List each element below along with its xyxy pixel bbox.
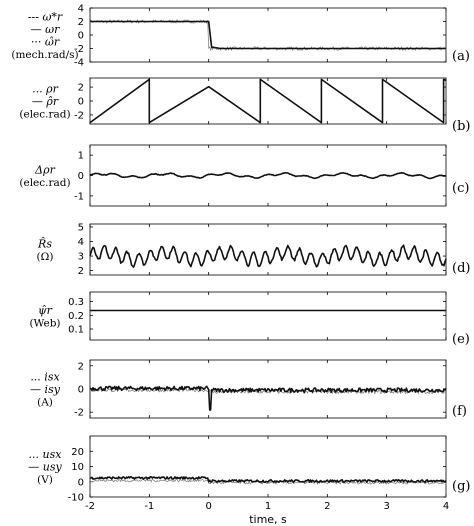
series-line — [89, 171, 447, 180]
axes-box — [89, 7, 447, 63]
panel-d: 5 4 3 2 R̂s(Ω) (d) — [37, 222, 471, 277]
y-tick-label: 4 — [78, 237, 84, 248]
panel-a: 4 2 0 -2 -4 --- ω*r— ωr··· ω̂r(mech.rad/s) (a) — [11, 4, 470, 69]
legend-entry: — ρ̂r — [32, 95, 59, 108]
panel-tag: (g) — [452, 479, 470, 494]
y-tick-label: 2 — [78, 17, 84, 28]
y-tick-label: -10 — [68, 493, 84, 504]
x-tick-label: 2 — [324, 501, 330, 512]
y-tick-label: -1 — [74, 191, 84, 202]
legend-entry: Δρr — [34, 163, 55, 176]
y-tick-label: 0.2 — [68, 311, 84, 322]
y-tick-label: 1 — [78, 151, 84, 162]
unit-label: (mech.rad/s) — [11, 49, 78, 61]
panel-b: 2 0 -2 ... ρr— ρ̂r(elec.rad) (b) — [19, 77, 470, 134]
y-tick-label: 0 — [78, 171, 84, 182]
x-tick-label: 0 — [205, 501, 211, 512]
panel-g: 20 10 0 -10 ... usx— usy(V) (g) — [28, 435, 470, 504]
series-line — [90, 20, 446, 50]
legend-entry: ... usx — [29, 448, 63, 461]
panel-tag: (e) — [452, 332, 470, 347]
panel-tag: (a) — [452, 49, 470, 64]
unit-label: (Ω) — [37, 251, 54, 263]
panel-tag: (f) — [452, 404, 467, 419]
legend-entry: R̂s — [37, 237, 52, 250]
panel-e: 0.3 0.2 0.1 ψ̂r(Web) (e) — [29, 291, 470, 347]
legend-entry: ψ̂r — [38, 304, 53, 317]
y-tick-label: 5 — [78, 222, 84, 233]
legend-entry: ... ρr — [32, 83, 58, 96]
unit-label: (elec.rad) — [19, 109, 70, 121]
x-tick-label: 3 — [383, 501, 389, 512]
y-tick-label: 0 — [78, 31, 84, 42]
series-line — [89, 244, 447, 268]
x-tick-label: -2 — [85, 501, 95, 512]
y-tick-label: 0.3 — [68, 297, 84, 308]
axes-box — [89, 291, 447, 341]
y-tick-label: 0 — [78, 477, 84, 488]
y-tick-label: 2 — [78, 266, 84, 277]
y-tick-label: 4 — [78, 4, 84, 15]
panel-tag: (c) — [452, 181, 469, 196]
series-line — [89, 78, 447, 124]
panel-c: 1 0 -1 Δρr(elec.rad) (c) — [19, 144, 469, 207]
unit-label: (elec.rad) — [19, 177, 70, 189]
panel-f: 2 0 -2 ... isx— isy(A) (f) — [30, 359, 467, 419]
legend-entry: --- ω*r — [28, 10, 63, 23]
y-tick-label: 2 — [78, 83, 84, 94]
axes-box — [89, 435, 447, 498]
legend-entry: — ωr — [31, 23, 60, 36]
x-axis-label: time, s — [249, 513, 287, 526]
unit-label: (Web) — [29, 317, 60, 329]
unit-label: (V) — [37, 474, 53, 486]
y-tick-label: 20 — [71, 447, 84, 458]
panel-tag: (b) — [452, 119, 470, 134]
y-tick-label: 0 — [78, 385, 84, 396]
y-tick-label: -2 — [74, 44, 84, 55]
y-tick-label: 10 — [71, 462, 84, 473]
panels: 420-2-4--- ω*r— ωr··· ω̂r(mech.rad/s) (a)… — [11, 4, 470, 504]
unit-label: (A) — [37, 397, 53, 409]
x-tick-label: 4 — [443, 501, 449, 512]
series-line — [89, 385, 447, 411]
x-tick-label: -1 — [144, 501, 154, 512]
y-tick-label: -2 — [74, 110, 84, 121]
series-line — [89, 475, 447, 484]
x-tick-label: 1 — [265, 501, 271, 512]
y-tick-label: -4 — [74, 58, 84, 69]
y-tick-label: 0 — [78, 97, 84, 108]
series-noise — [89, 18, 447, 52]
y-tick-label: 0.1 — [68, 325, 84, 336]
y-tick-label: 3 — [78, 252, 84, 263]
panel-tag: (d) — [452, 261, 470, 276]
y-tick-label: 2 — [78, 361, 84, 372]
legend-entry: — usy — [28, 461, 62, 474]
legend-entry: — isy — [30, 383, 61, 396]
axes-box — [89, 223, 447, 276]
legend-entry: ··· ω̂r — [31, 35, 60, 48]
x-axis: -2 -1 0 1 2 3 4 time, s — [85, 501, 449, 526]
y-tick-label: -2 — [74, 408, 84, 419]
legend-entry: ... isx — [30, 371, 60, 384]
